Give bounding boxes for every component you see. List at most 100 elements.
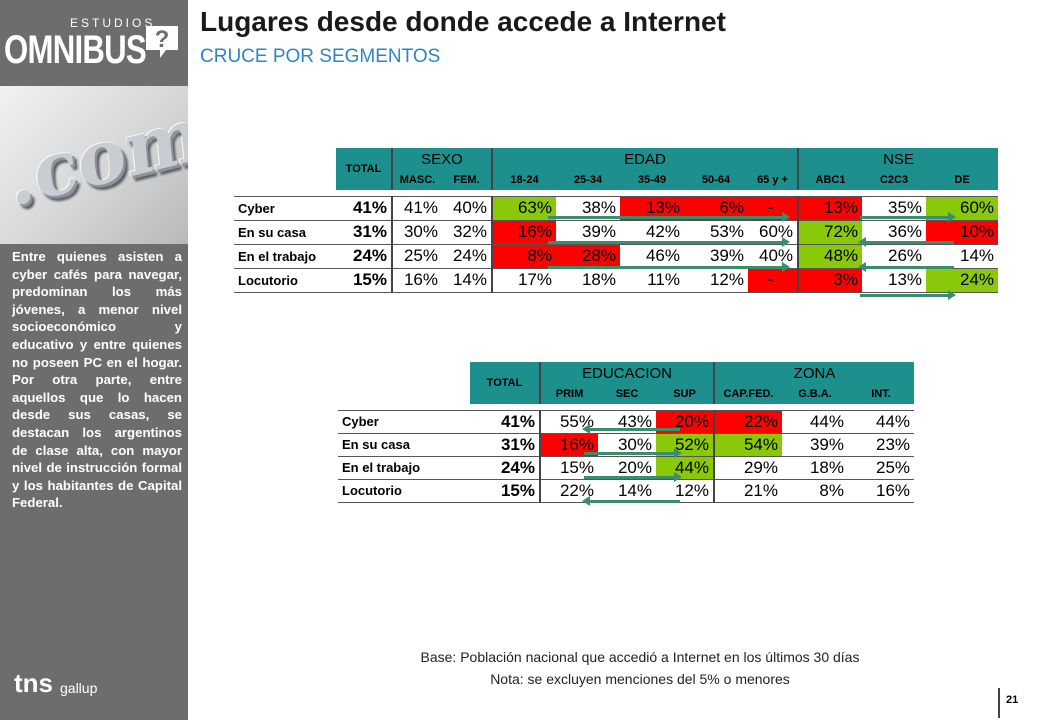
segment-value: 30% bbox=[392, 220, 442, 245]
segment-value: 20% bbox=[656, 410, 715, 434]
segments-table-sex-age-nse: TOTAL SEXO EDAD NSE MASC. FEM. 18-24 25-34 35-49… bbox=[234, 148, 999, 293]
segment-value: 32% bbox=[442, 220, 493, 245]
segment-value: 41% bbox=[392, 196, 442, 221]
segment-value: 40% bbox=[442, 196, 493, 221]
segment-value: 42% bbox=[620, 220, 684, 245]
subgroup-header: 65 y + bbox=[748, 170, 800, 190]
subgroup-header: CAP.FED. bbox=[714, 384, 782, 404]
subgroup-header: SUP bbox=[656, 384, 715, 404]
table-header-subgroups: MASC. FEM. 18-24 25-34 35-49 50-64 65 y + ABC1 C… bbox=[234, 170, 999, 190]
table-row: En su casa 31% 16% 30% 52% 54% 39% 23% bbox=[338, 433, 915, 457]
table-row: Cyber 41% 55% 43% 20% 22% 44% 44% bbox=[338, 410, 915, 434]
footnotes: Base: Población nacional que accedió a I… bbox=[360, 646, 920, 690]
segment-value: 14% bbox=[598, 479, 656, 503]
segment-value: 52% bbox=[656, 433, 715, 457]
segment-value: 39% bbox=[782, 433, 848, 457]
table-row: En su casa 31% 30% 32% 16% 39% 42% 53% 60% 72% 36%… bbox=[234, 220, 999, 245]
total-value: 24% bbox=[470, 456, 541, 480]
total-value: 31% bbox=[470, 433, 541, 457]
table-spacer bbox=[234, 190, 999, 197]
page-title: Lugares desde donde accede a Internet bbox=[200, 6, 726, 37]
subgroup-header: FEM. bbox=[442, 170, 493, 190]
segment-value: 30% bbox=[598, 433, 656, 457]
arrow-left-icon bbox=[582, 424, 680, 434]
segment-value: 12% bbox=[656, 479, 715, 503]
segment-value: 36% bbox=[862, 220, 927, 245]
table-row: Locutorio 15% 22% 14% 12% 21% 8% 16% bbox=[338, 479, 915, 503]
arrow-left-icon bbox=[858, 237, 954, 247]
subgroup-header: 25-34 bbox=[556, 170, 620, 190]
row-label: En su casa bbox=[338, 433, 470, 457]
segments-table-education-zone: TOTAL EDUCACION ZONA PRIM SEC SUP CAP.FED. G.B.… bbox=[338, 362, 915, 503]
segment-value: 40% bbox=[748, 244, 800, 269]
subgroup-header: 35-49 bbox=[620, 170, 684, 190]
segment-value: 16% bbox=[848, 479, 915, 503]
exclusion-note: Nota: se excluyen menciones del 5% o men… bbox=[490, 671, 790, 687]
segment-value: 14% bbox=[926, 244, 999, 269]
segment-value: 10% bbox=[926, 220, 999, 245]
row-label: En el trabajo bbox=[338, 456, 470, 480]
spacer-cell bbox=[234, 190, 999, 197]
subgroup-header: DE bbox=[926, 170, 999, 190]
table-header-groups: TOTAL SEXO EDAD NSE bbox=[234, 148, 999, 190]
dotcom-sculpture-icon: .com bbox=[4, 89, 188, 225]
total-value: 41% bbox=[470, 410, 541, 434]
row-label: En su casa bbox=[234, 220, 336, 245]
arrow-right-icon bbox=[548, 212, 790, 222]
sidebar: ESTUDIOS OMNIBUS ? .com Entre quienes as… bbox=[0, 0, 188, 720]
subgroup-header: G.B.A. bbox=[782, 384, 848, 404]
arrow-right-icon bbox=[584, 448, 682, 458]
header-blank-cell bbox=[234, 148, 336, 190]
segment-value: 24% bbox=[926, 268, 999, 293]
segment-value: 72% bbox=[798, 220, 863, 245]
subgroup-header: 18-24 bbox=[492, 170, 556, 190]
segment-value: 25% bbox=[848, 456, 915, 480]
group-header: EDUCACION bbox=[540, 362, 715, 384]
segment-value: 11% bbox=[620, 268, 684, 293]
segment-value: 15% bbox=[540, 456, 598, 480]
table-row: Locutorio 15% 16% 14% 17% 18% 11% 12% -3% 13% 24% bbox=[234, 268, 999, 293]
subgroup-header: 50-64 bbox=[684, 170, 748, 190]
tns-logo-text: tns bbox=[14, 668, 53, 698]
arrow-right-icon bbox=[860, 212, 956, 222]
subgroup-header: MASC. bbox=[392, 170, 442, 190]
segment-value: 26% bbox=[862, 244, 927, 269]
segment-value: 18% bbox=[782, 456, 848, 480]
segment-value: 44% bbox=[848, 410, 915, 434]
segment-value: 44% bbox=[782, 410, 848, 434]
total-header: TOTAL bbox=[470, 362, 541, 404]
segment-value: 25% bbox=[392, 244, 442, 269]
omnibus-logo: ESTUDIOS OMNIBUS ? bbox=[0, 0, 188, 86]
logo-estudios-text: ESTUDIOS bbox=[70, 16, 156, 30]
gallup-logo-text: gallup bbox=[60, 680, 98, 696]
segment-value: 16% bbox=[540, 433, 598, 457]
group-header: ZONA bbox=[714, 362, 915, 384]
row-label: Cyber bbox=[338, 410, 470, 434]
segment-value: 63% bbox=[492, 196, 556, 221]
segment-value: 44% bbox=[656, 456, 715, 480]
total-header: TOTAL bbox=[336, 148, 393, 190]
group-header: SEXO bbox=[392, 148, 493, 170]
segment-value: 17% bbox=[492, 268, 556, 293]
segment-value: 16% bbox=[392, 268, 442, 293]
dotcom-photo: .com bbox=[0, 86, 188, 244]
total-value: 24% bbox=[336, 244, 393, 269]
segment-value: 48% bbox=[798, 244, 863, 269]
arrow-right-icon bbox=[860, 290, 956, 300]
segment-value: 13% bbox=[862, 268, 927, 293]
total-value: 15% bbox=[336, 268, 393, 293]
table-header-groups: TOTAL EDUCACION ZONA bbox=[338, 362, 915, 404]
arrow-right-icon bbox=[548, 237, 790, 247]
table-row: En el trabajo 24% 15% 20% 44% 29% 18% 25% bbox=[338, 456, 915, 480]
table-spacer bbox=[338, 404, 915, 411]
header-blank-cell bbox=[338, 362, 470, 404]
total-value: 41% bbox=[336, 196, 393, 221]
segment-value: 43% bbox=[598, 410, 656, 434]
segment-value: 3% bbox=[798, 268, 863, 293]
group-header: EDAD bbox=[492, 148, 800, 170]
row-label: En el trabajo bbox=[234, 244, 336, 269]
table-header-subgroups: PRIM SEC SUP CAP.FED. G.B.A. INT. bbox=[338, 384, 915, 404]
subgroup-header: INT. bbox=[848, 384, 915, 404]
row-label: Locutorio bbox=[234, 268, 336, 293]
table-row: En el trabajo 24% 25% 24% 8% 28% 46% 39% 40% 48% 2… bbox=[234, 244, 999, 269]
